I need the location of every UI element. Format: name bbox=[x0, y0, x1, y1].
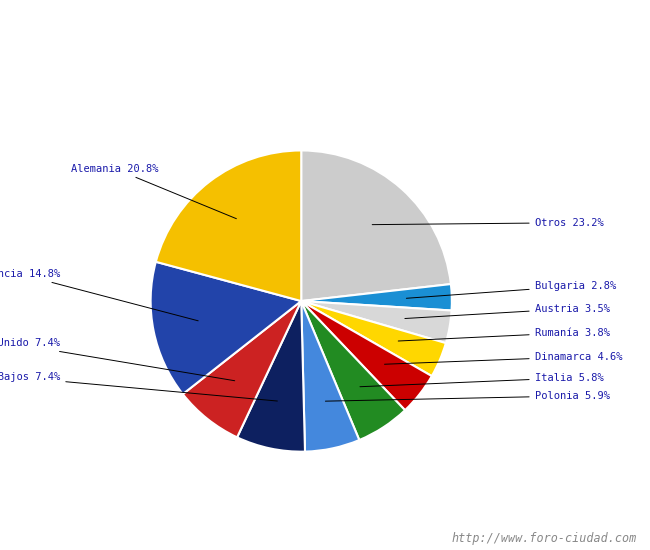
Wedge shape bbox=[301, 301, 432, 410]
Wedge shape bbox=[301, 301, 359, 452]
Wedge shape bbox=[301, 284, 452, 311]
Text: Polonia 5.9%: Polonia 5.9% bbox=[326, 391, 610, 401]
Wedge shape bbox=[301, 301, 405, 440]
Wedge shape bbox=[301, 301, 452, 343]
Text: http://www.foro-ciudad.com: http://www.foro-ciudad.com bbox=[452, 532, 637, 545]
Text: Italia 5.8%: Italia 5.8% bbox=[360, 373, 603, 387]
Text: Países Bajos 7.4%: Países Bajos 7.4% bbox=[0, 371, 278, 401]
Wedge shape bbox=[301, 151, 451, 301]
Text: Bulgaria 2.8%: Bulgaria 2.8% bbox=[406, 281, 616, 298]
Text: Reino Unido 7.4%: Reino Unido 7.4% bbox=[0, 338, 235, 381]
Text: Otros 23.2%: Otros 23.2% bbox=[372, 218, 603, 228]
Text: Dinamarca 4.6%: Dinamarca 4.6% bbox=[385, 352, 622, 364]
Text: Alemania 20.8%: Alemania 20.8% bbox=[71, 163, 237, 219]
Wedge shape bbox=[237, 301, 305, 452]
Text: Austria 3.5%: Austria 3.5% bbox=[405, 304, 610, 318]
Text: Rumanía 3.8%: Rumanía 3.8% bbox=[398, 328, 610, 341]
Wedge shape bbox=[183, 301, 301, 437]
Wedge shape bbox=[301, 301, 446, 376]
Text: Sant Andreu de la Barca - Turistas extranjeros según país - Abril de 2024: Sant Andreu de la Barca - Turistas extra… bbox=[6, 21, 644, 37]
Text: Francia 14.8%: Francia 14.8% bbox=[0, 269, 198, 321]
Wedge shape bbox=[156, 151, 301, 301]
Wedge shape bbox=[151, 262, 301, 394]
